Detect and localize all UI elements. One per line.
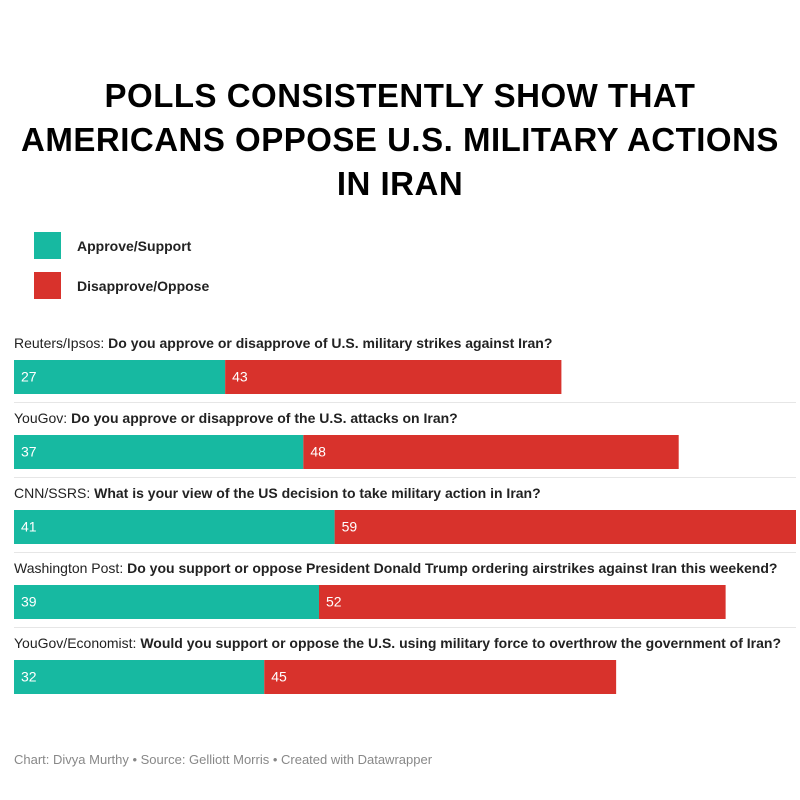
bar-rows: Reuters/Ipsos: Do you approve or disappr… [14,334,796,708]
row-label: CNN/SSRS: What is your view of the US de… [14,484,796,502]
question: Do you approve or disapprove of the U.S.… [71,410,458,426]
bar-segment [14,660,265,694]
bar-segment [318,585,726,619]
legend-swatch [34,272,61,299]
pollster: Reuters/Ipsos: [14,335,105,351]
question: What is your view of the US decision to … [94,485,541,501]
bar-segment [334,510,796,544]
bar-segment [225,360,562,394]
chart-title: POLLS CONSISTENTLY SHOW THAT AMERICANS O… [21,77,779,202]
pollster: Washington Post: [14,560,124,576]
legend-label: Approve/Support [77,237,192,254]
bar-segment [14,585,319,619]
bar: 39 52 [14,585,726,619]
legend: Approve/Support Disapprove/Oppose [34,232,209,312]
data-label: 48 [310,444,326,460]
footer: Chart: Divya Murthy • Source: Gelliott M… [14,752,433,767]
question: Would you support or oppose the U.S. usi… [140,635,782,651]
bar: 32 45 [14,660,617,694]
bar-row: YouGov: Do you approve or disapprove of … [14,409,796,478]
legend-item: Disapprove/Oppose [34,272,209,299]
data-label: 37 [21,444,37,460]
bar-segment [14,360,226,394]
bar-segment [303,435,679,469]
bar-segment [14,510,335,544]
question: Do you approve or disapprove of U.S. mil… [108,335,553,351]
bar-row: Reuters/Ipsos: Do you approve or disappr… [14,334,796,403]
data-label: 43 [232,369,248,385]
bar: 41 59 [14,510,796,544]
legend-item: Approve/Support [34,232,209,259]
data-label: 41 [21,519,37,535]
row-label: YouGov/Economist: Would you support or o… [14,634,796,652]
bar-segment [14,435,304,469]
row-label: Reuters/Ipsos: Do you approve or disappr… [14,334,796,352]
bar-row: Washington Post: Do you support or oppos… [14,559,796,628]
pollster: YouGov/Economist: [14,635,137,651]
row-label: Washington Post: Do you support or oppos… [14,559,796,577]
legend-label: Disapprove/Oppose [77,277,210,294]
pollster: CNN/SSRS: [14,485,91,501]
pollster: YouGov: [14,410,68,426]
data-label: 39 [21,594,37,610]
legend-swatch [34,232,61,259]
data-label: 27 [21,369,37,385]
data-label: 52 [326,594,342,610]
data-label: 32 [21,669,37,685]
data-label: 45 [271,669,287,685]
bar: 27 43 [14,360,562,394]
bar-row: CNN/SSRS: What is your view of the US de… [14,484,796,553]
bar: 37 48 [14,435,679,469]
data-label: 59 [342,519,358,535]
question: Do you support or oppose President Donal… [127,560,778,576]
bar-segment [264,660,617,694]
row-label: YouGov: Do you approve or disapprove of … [14,409,796,427]
bar-row: YouGov/Economist: Would you support or o… [14,634,796,702]
